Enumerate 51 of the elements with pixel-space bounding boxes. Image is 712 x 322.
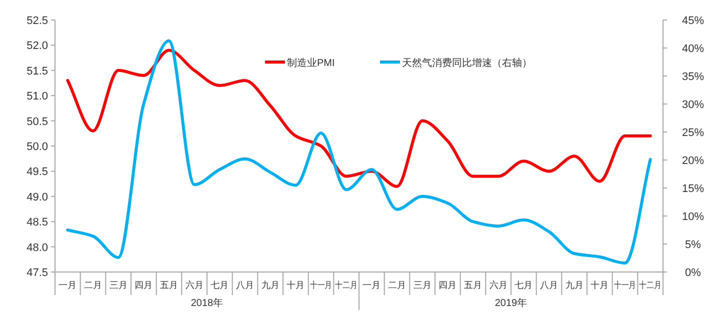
y-tick-label: 48.5 (26, 216, 48, 229)
line-series (66, 48, 652, 188)
y-tick-label: 51.5 (26, 65, 48, 78)
x-tick-label: 四月 (134, 280, 153, 290)
x-tick-label: 十二月 (335, 280, 362, 290)
line-series (66, 39, 652, 265)
y-tick-label: 52.0 (26, 40, 48, 52)
y-tick-label: 48.0 (26, 242, 48, 254)
x-tick-label: 二月 (84, 280, 102, 290)
y-tick-label: 51.0 (26, 90, 48, 103)
x-tick-label: 八月 (236, 280, 254, 290)
y2-tick-label: 30% (682, 99, 704, 111)
y2-tick-label: 45% (682, 15, 704, 27)
x-tick-label: 五月 (160, 280, 178, 290)
x-tick-label: 十一月 (310, 280, 337, 290)
x-tick-label: 二月 (388, 280, 406, 290)
x-tick-label: 八月 (540, 280, 558, 290)
x-tick-label: 五月 (464, 280, 482, 290)
x-tick-label: 十月 (590, 280, 609, 290)
y2-tick-label: 10% (682, 211, 704, 223)
y2-tick-label: 15% (682, 183, 704, 195)
x-tick-label: 一月 (362, 280, 381, 290)
text: 2018年 (190, 297, 224, 309)
y2-tick-label: 5% (685, 239, 702, 251)
y2-tick-label: 35% (682, 71, 704, 83)
y-tick-label: 50.5 (26, 116, 48, 128)
y-tick-label: 49.0 (26, 191, 48, 204)
x-tick-label: 六月 (489, 280, 508, 290)
x-tick-label: 六月 (185, 280, 204, 290)
x-tick-label: 十月 (286, 280, 305, 290)
x-tick-label: 九月 (261, 280, 280, 290)
x-tick-label: 九月 (565, 280, 584, 290)
x-tick-label: 三月 (413, 280, 432, 290)
y-tick-label: 52.5 (26, 15, 48, 27)
text: 2019年 (494, 297, 528, 309)
y-tick-label: 47.5 (26, 267, 48, 279)
x-tick-label: 七月 (514, 280, 533, 290)
y2-tick-label: 20% (682, 155, 704, 167)
legend-label: 天然气消费同比增速（右轴） (402, 57, 532, 69)
x-tick-label: 十二月 (639, 280, 666, 290)
y2-tick-label: 40% (682, 43, 704, 55)
x-tick-label: 十一月 (614, 280, 641, 290)
x-tick-label: 七月 (210, 280, 229, 290)
y-tick-label: 49.5 (26, 166, 48, 178)
y2-tick-label: 25% (682, 127, 704, 139)
y-tick-label: 50.0 (26, 141, 48, 153)
x-tick-label: 一月 (58, 280, 77, 290)
legend-label: 制造业PMI (287, 57, 335, 69)
x-tick-label: 三月 (109, 280, 128, 290)
x-tick-label: 四月 (438, 280, 457, 290)
y2-tick-label: 0% (685, 267, 702, 279)
